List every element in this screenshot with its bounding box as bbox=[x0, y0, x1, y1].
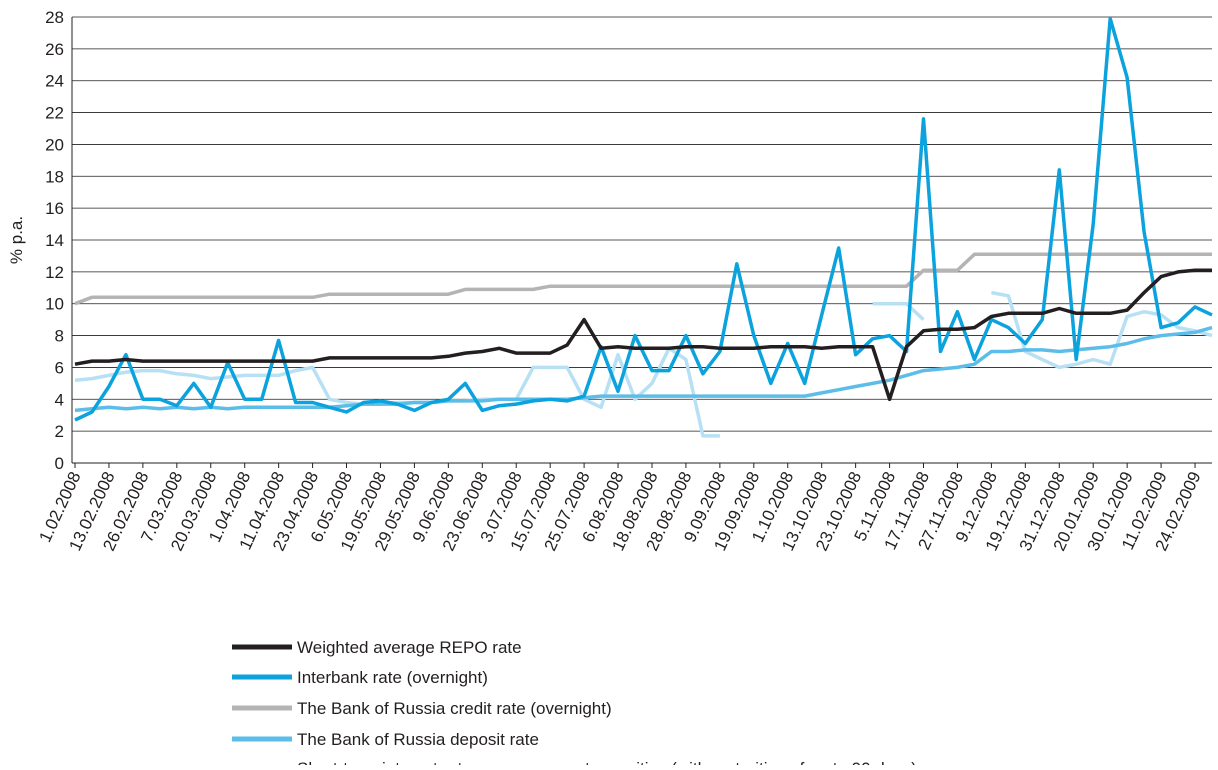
y-tick-label: 2 bbox=[55, 422, 64, 441]
legend-label: Short-term interest rate on government s… bbox=[297, 759, 917, 765]
y-tick-label: 24 bbox=[45, 72, 64, 91]
y-tick-label: 26 bbox=[45, 40, 64, 59]
series-line bbox=[74, 16, 1213, 422]
y-tick-label: 18 bbox=[45, 167, 64, 186]
y-tick-label: 6 bbox=[55, 358, 64, 377]
y-tick-label: 28 bbox=[45, 8, 64, 27]
y-axis-label: % p.a. bbox=[7, 216, 26, 264]
y-tick-label: 12 bbox=[45, 263, 64, 282]
series-line bbox=[74, 268, 1212, 402]
legend-label: Weighted average REPO rate bbox=[297, 638, 522, 657]
y-tick-label: 14 bbox=[45, 231, 64, 250]
y-tick-label: 8 bbox=[55, 327, 64, 346]
series-line bbox=[74, 252, 1212, 306]
y-tick-label: 22 bbox=[45, 104, 64, 123]
legend-label: Interbank rate (overnight) bbox=[297, 668, 488, 687]
y-tick-label: 10 bbox=[45, 295, 64, 314]
legend-label: The Bank of Russia credit rate (overnigh… bbox=[297, 699, 612, 718]
y-tick-label: 4 bbox=[55, 390, 64, 409]
y-tick-label: 20 bbox=[45, 135, 64, 154]
series-line bbox=[74, 325, 1213, 413]
legend-label: The Bank of Russia deposit rate bbox=[297, 730, 539, 749]
y-tick-label: 16 bbox=[45, 199, 64, 218]
y-tick-label: 0 bbox=[55, 454, 64, 473]
